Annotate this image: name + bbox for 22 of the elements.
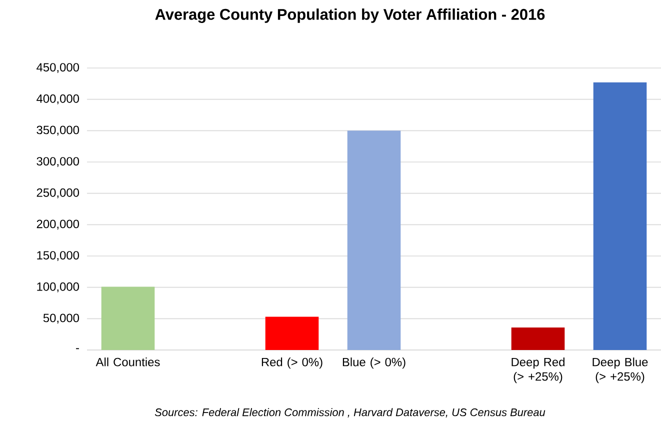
x-tick-label: Red (> 0%): [262, 358, 322, 369]
x-tick-label: Deep Blue (> +25%): [592, 358, 648, 384]
y-tick-label: -: [76, 348, 79, 350]
source-note: Sources: Federal Election Commission , Harvard Dataverse, US Census Bureau: [154, 408, 546, 418]
y-tick-label: 300,000: [36, 157, 80, 167]
y-tick-label: 100,000: [37, 282, 80, 292]
x-tick-label: Blue (> 0%): [342, 358, 406, 369]
bar: [265, 316, 319, 350]
bar: [511, 327, 565, 350]
y-tick-label: 150,000: [37, 251, 80, 261]
bar: [593, 82, 647, 350]
bar: [101, 286, 155, 350]
x-tick-label: Deep Red (> +25%): [512, 358, 564, 384]
chart-title: Average County Population by Voter Affiliation - 2016: [155, 8, 545, 23]
x-tick-label: All Counties: [96, 358, 160, 366]
y-tick-label: 400,000: [36, 94, 80, 104]
y-tick-label: 200,000: [36, 220, 80, 230]
y-tick-label: 350,000: [36, 126, 80, 136]
y-tick-label: 50,000: [43, 314, 80, 324]
y-tick-label: 450,000: [36, 63, 80, 73]
bar: [347, 130, 401, 350]
y-tick-label: 250,000: [36, 188, 80, 198]
